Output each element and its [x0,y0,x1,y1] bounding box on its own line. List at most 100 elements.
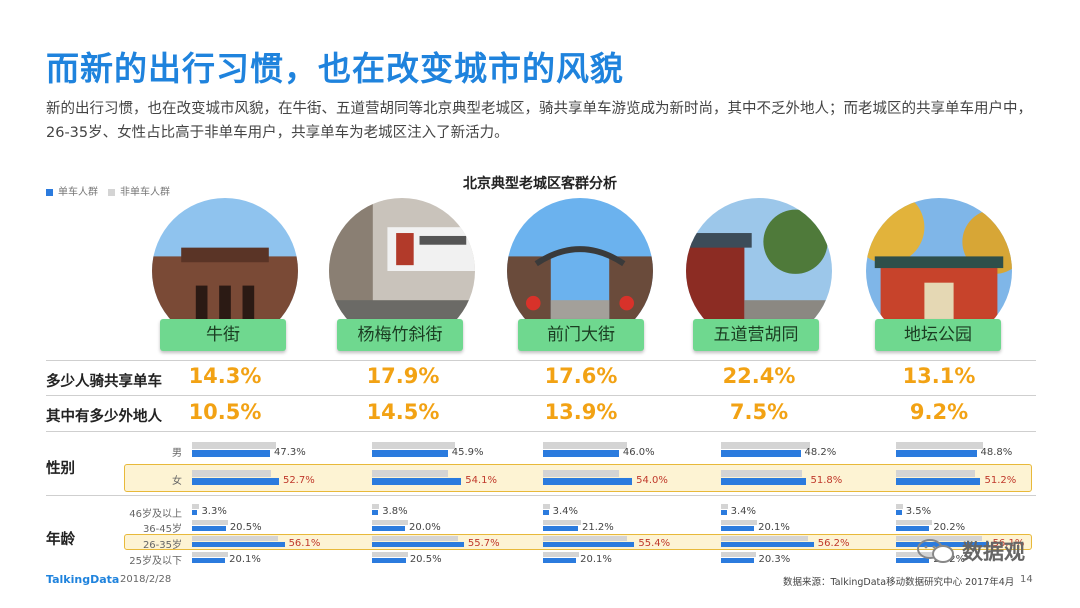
age-value-label: 3.4% [730,506,757,517]
age-bar-nonrider [192,520,229,525]
age-bar-rider [543,542,635,547]
gender-bar-rider [543,450,619,457]
age-value-label: 56.2% [817,538,850,549]
age-value-label: 21.2% [581,522,614,533]
nonlocal-value: 14.5% [366,400,440,424]
age-value-label: 56.1% [288,538,321,549]
age-bar-nonrider [896,552,933,557]
age-label-26-35: 26-35岁 [142,540,182,551]
gender-bar-nonrider [192,470,272,477]
age-bar-rider [721,558,755,563]
place-label-ditan: 地坛公园 [875,319,1001,351]
age-bar-rider [896,510,902,515]
age-bar-nonrider [372,504,379,509]
watermark-text: 数据观 [962,540,1025,564]
age-bar-nonrider [192,536,278,541]
age-value-label: 20.1% [229,554,261,565]
gender-bar-rider [896,478,981,485]
riders-value: 17.9% [366,364,440,388]
age-bar-nonrider [721,552,756,557]
age-bar-rider [192,542,285,547]
talkingdata-logo: TalkingData [46,573,120,586]
age-bar-rider [896,558,930,563]
age-bar-rider [721,542,814,547]
gender-bar-nonrider [192,442,277,449]
age-bar-nonrider [896,536,982,541]
riders-value: 13.1% [902,364,976,388]
gender-value-label: 52.7% [282,475,315,486]
age-bar-nonrider [543,536,628,541]
row-label-gender: 性别 [46,461,75,477]
row-label-riders: 多少人骑共享单车 [46,374,162,390]
age-bar-nonrider [896,504,903,509]
divider [46,360,1036,361]
age-bar-rider [192,558,226,563]
place-label-qianmen: 前门大街 [518,319,644,351]
gender-bar-nonrider [721,470,802,477]
divider [46,495,1036,496]
divider [46,431,1036,432]
age-bar-rider [896,526,930,531]
age-value-label: 3.3% [201,506,227,517]
page-title: 而新的出行习惯，也在改变城市的风貌 [46,49,624,88]
gender-bar-nonrider [372,470,448,477]
row-label-age: 年龄 [46,532,75,548]
gender-bar-nonrider [721,442,811,449]
chart-title: 北京典型老城区客群分析 [463,176,617,192]
age-bar-nonrider [543,520,581,525]
gender-bar-rider [543,478,633,485]
gender-bar-nonrider [543,442,628,449]
gender-bar-nonrider [372,442,455,449]
age-bar-nonrider [721,536,809,541]
age-bar-rider [372,510,379,515]
watermark: 数据观 [916,536,1025,566]
nonlocal-value: 9.2% [909,400,969,424]
age-bar-nonrider [192,504,199,509]
age-bar-nonrider [372,552,409,557]
age-label-36-45: 36-45岁 [142,524,182,535]
age-value-label: 56.1% [992,538,1025,549]
place-label-yangmeizhu: 杨梅竹斜街 [337,319,463,351]
divider [46,395,1036,396]
age-value-label: 20.1% [580,554,612,565]
gender-value-label: 48.8% [980,447,1013,458]
age-value-label: 3.4% [552,506,579,517]
gender-value-label: 48.2% [804,447,837,458]
gender-bar-rider [721,478,807,485]
place-label-niujie: 牛街 [160,319,286,351]
age-bar-rider [543,526,578,531]
age-label-46plus: 46岁及以上 [129,509,182,520]
gender-value-label: 54.1% [465,475,498,486]
age-bar-rider [721,526,755,531]
legend-item-nonriders: 非单车人群 [108,183,170,198]
age-value-label: 20.5% [409,554,442,565]
gender-bar-rider [192,478,279,485]
age-bar-nonrider [543,504,550,509]
riders-value: 17.6% [544,364,618,388]
age-value-label: 20.5% [229,522,262,533]
gender-label-male: 男 [172,448,182,459]
age-bar-nonrider [721,520,758,525]
age-bar-nonrider [896,520,933,525]
age-bar-nonrider [372,536,458,541]
age-bar-rider [372,558,406,563]
gender-bar-nonrider [543,470,619,477]
page-number: 14 [1020,574,1033,585]
gender-value-label: 51.8% [810,475,843,486]
age-bar-nonrider [372,520,409,525]
age-value-label: 20.1% [758,522,790,533]
nonlocal-value: 13.9% [544,400,618,424]
gender-value-label: 54.0% [636,475,668,486]
age-value-label: 20.3% [758,554,791,565]
row-label-nonlocal: 其中有多少外地人 [46,409,162,425]
age-value-label: 20.2% [933,522,966,533]
gender-bar-rider [192,450,271,457]
gender-bar-rider [896,450,977,457]
gender-bar-nonrider [896,442,984,449]
gender-bar-rider [721,450,801,457]
age-bar-rider [543,558,577,563]
footer-date: 2018/2/28 [120,574,172,585]
age-bar-rider [192,510,198,515]
age-bar-rider [192,526,226,531]
age-bar-rider [543,510,549,515]
